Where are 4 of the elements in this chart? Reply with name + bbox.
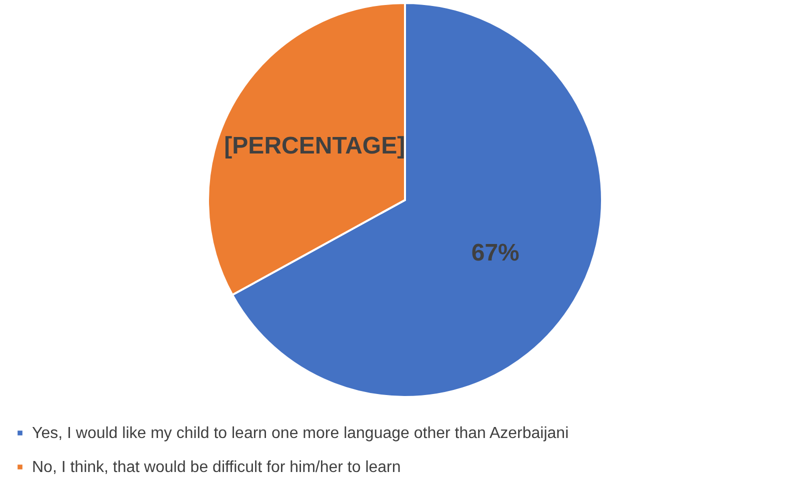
legend-label: No, I think, that would be difficult for him/her to learn [32,459,401,476]
data-label: [PERCENTAGE] [224,132,406,160]
legend-label: Yes, I would like my child to learn one more language other than Azerbaijani [32,425,569,442]
data-label: 67% [471,239,520,266]
